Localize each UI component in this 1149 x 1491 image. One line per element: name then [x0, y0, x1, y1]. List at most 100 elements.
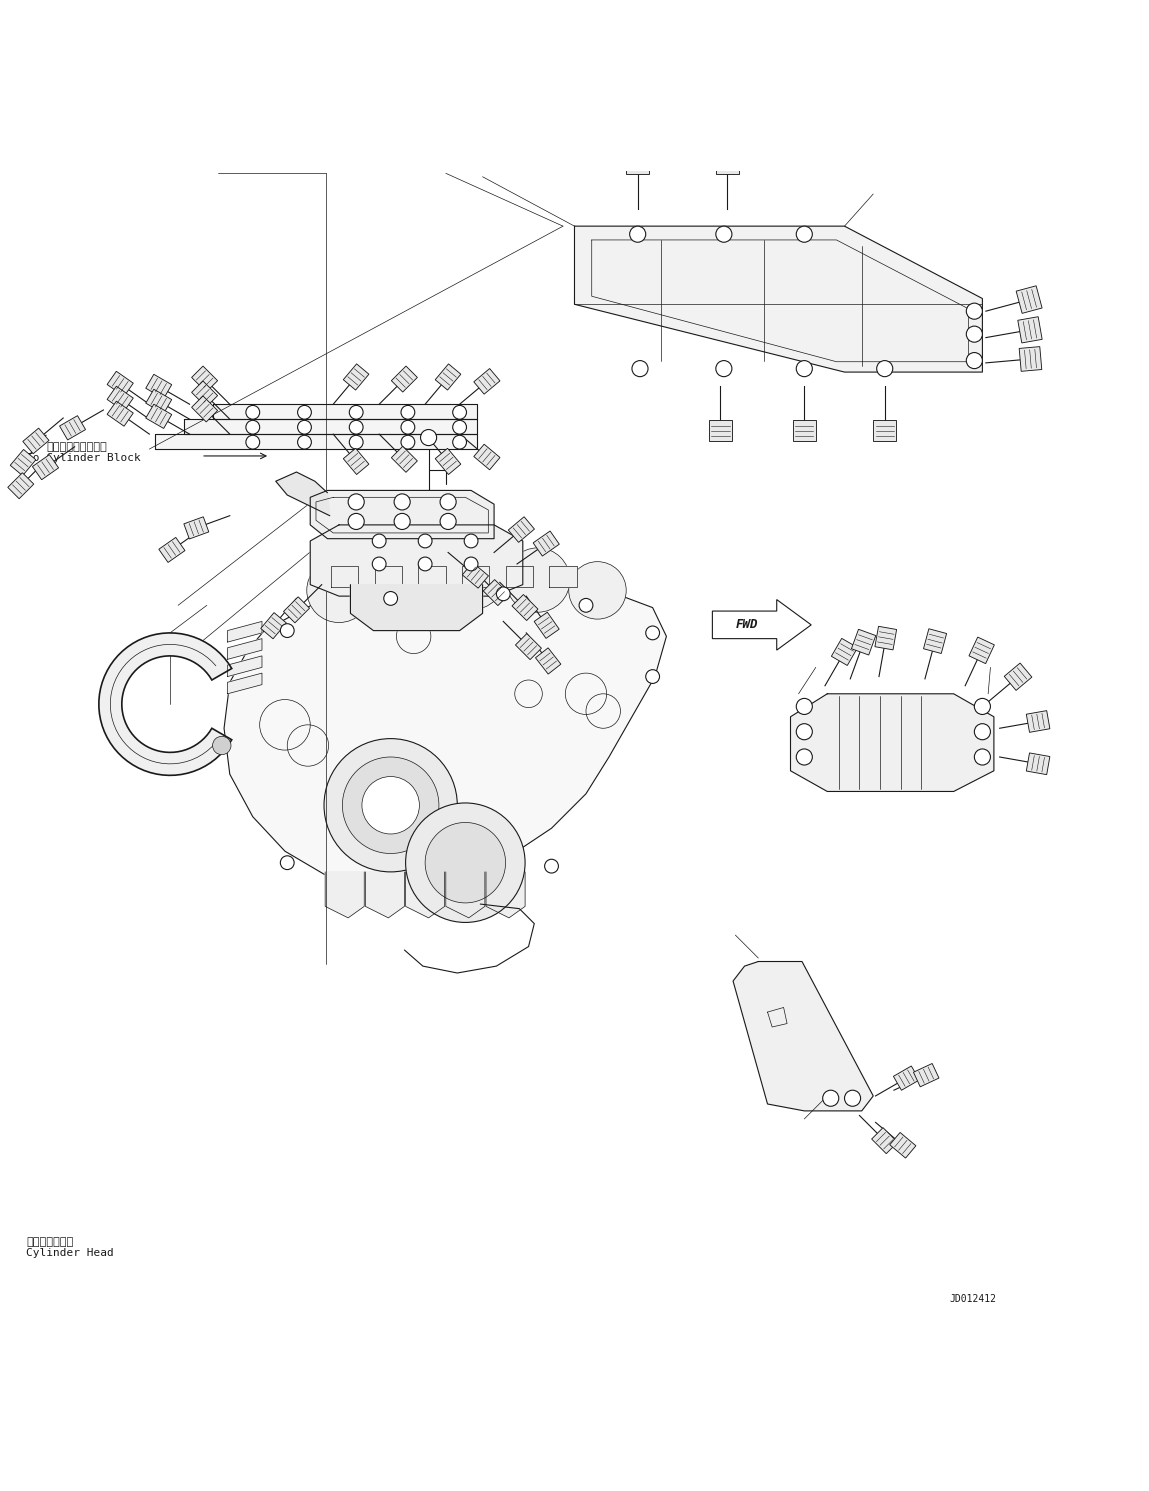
- Polygon shape: [549, 567, 577, 587]
- Circle shape: [796, 748, 812, 765]
- Circle shape: [349, 435, 363, 449]
- Polygon shape: [969, 637, 994, 663]
- Circle shape: [384, 592, 398, 605]
- Polygon shape: [146, 374, 171, 398]
- Circle shape: [280, 623, 294, 638]
- Polygon shape: [894, 1066, 919, 1090]
- Polygon shape: [344, 364, 369, 391]
- Polygon shape: [406, 872, 445, 918]
- Polygon shape: [512, 595, 538, 620]
- Polygon shape: [486, 872, 525, 918]
- Polygon shape: [462, 562, 488, 587]
- Circle shape: [646, 669, 660, 683]
- Polygon shape: [375, 567, 402, 587]
- Polygon shape: [733, 962, 873, 1111]
- Circle shape: [716, 227, 732, 242]
- Circle shape: [966, 352, 982, 368]
- Text: Cylinder Head: Cylinder Head: [26, 1248, 114, 1258]
- Circle shape: [453, 435, 466, 449]
- Polygon shape: [1018, 316, 1042, 343]
- Polygon shape: [832, 638, 857, 665]
- Circle shape: [324, 738, 457, 872]
- Polygon shape: [350, 584, 483, 631]
- Polygon shape: [228, 656, 262, 677]
- Circle shape: [823, 1090, 839, 1106]
- Circle shape: [280, 856, 294, 869]
- Polygon shape: [709, 420, 732, 441]
- Polygon shape: [310, 491, 494, 538]
- Circle shape: [877, 361, 893, 377]
- Circle shape: [506, 547, 570, 613]
- Circle shape: [401, 406, 415, 419]
- Polygon shape: [873, 420, 896, 441]
- Polygon shape: [913, 1063, 939, 1087]
- Polygon shape: [516, 634, 541, 659]
- Polygon shape: [107, 401, 133, 426]
- Polygon shape: [192, 367, 217, 392]
- Polygon shape: [574, 227, 982, 373]
- Polygon shape: [874, 626, 896, 650]
- Polygon shape: [924, 629, 947, 653]
- Circle shape: [307, 558, 371, 623]
- Circle shape: [401, 435, 415, 449]
- Circle shape: [298, 406, 311, 419]
- Circle shape: [464, 558, 478, 571]
- Polygon shape: [276, 473, 330, 516]
- Circle shape: [372, 558, 386, 571]
- Polygon shape: [107, 386, 133, 412]
- Circle shape: [418, 534, 432, 547]
- Polygon shape: [325, 872, 364, 918]
- Circle shape: [298, 435, 311, 449]
- Polygon shape: [331, 567, 358, 587]
- Polygon shape: [32, 455, 59, 480]
- Circle shape: [342, 757, 439, 853]
- Circle shape: [796, 227, 812, 242]
- Polygon shape: [446, 872, 485, 918]
- Polygon shape: [1004, 663, 1032, 690]
- Polygon shape: [10, 449, 36, 476]
- Circle shape: [437, 541, 506, 610]
- Polygon shape: [1026, 753, 1050, 775]
- Polygon shape: [344, 449, 369, 474]
- Circle shape: [974, 698, 990, 714]
- Polygon shape: [851, 629, 876, 655]
- Polygon shape: [435, 364, 461, 391]
- Circle shape: [845, 1090, 861, 1106]
- Circle shape: [394, 494, 410, 510]
- Circle shape: [464, 534, 478, 547]
- Circle shape: [348, 494, 364, 510]
- Polygon shape: [473, 444, 500, 470]
- Circle shape: [421, 429, 437, 446]
- Polygon shape: [23, 428, 49, 453]
- Polygon shape: [793, 420, 816, 441]
- Polygon shape: [534, 613, 560, 638]
- Polygon shape: [1019, 346, 1042, 371]
- Circle shape: [453, 420, 466, 434]
- Circle shape: [440, 494, 456, 510]
- Circle shape: [796, 698, 812, 714]
- Circle shape: [545, 859, 558, 874]
- Circle shape: [349, 420, 363, 434]
- Polygon shape: [159, 537, 185, 562]
- Circle shape: [630, 227, 646, 242]
- Polygon shape: [184, 419, 477, 434]
- Circle shape: [394, 513, 410, 529]
- Polygon shape: [506, 567, 533, 587]
- Circle shape: [425, 823, 506, 904]
- Circle shape: [716, 361, 732, 377]
- Text: シリンダブロックへ: シリンダブロックへ: [46, 441, 107, 452]
- Polygon shape: [484, 580, 509, 605]
- Polygon shape: [535, 649, 561, 674]
- Circle shape: [406, 804, 525, 923]
- Polygon shape: [192, 397, 217, 422]
- Polygon shape: [107, 371, 133, 397]
- Circle shape: [348, 513, 364, 529]
- Polygon shape: [392, 446, 417, 473]
- Circle shape: [796, 361, 812, 377]
- Circle shape: [796, 723, 812, 740]
- Circle shape: [496, 587, 510, 601]
- Circle shape: [246, 406, 260, 419]
- Polygon shape: [155, 434, 477, 449]
- Polygon shape: [1016, 286, 1042, 313]
- Polygon shape: [435, 449, 461, 474]
